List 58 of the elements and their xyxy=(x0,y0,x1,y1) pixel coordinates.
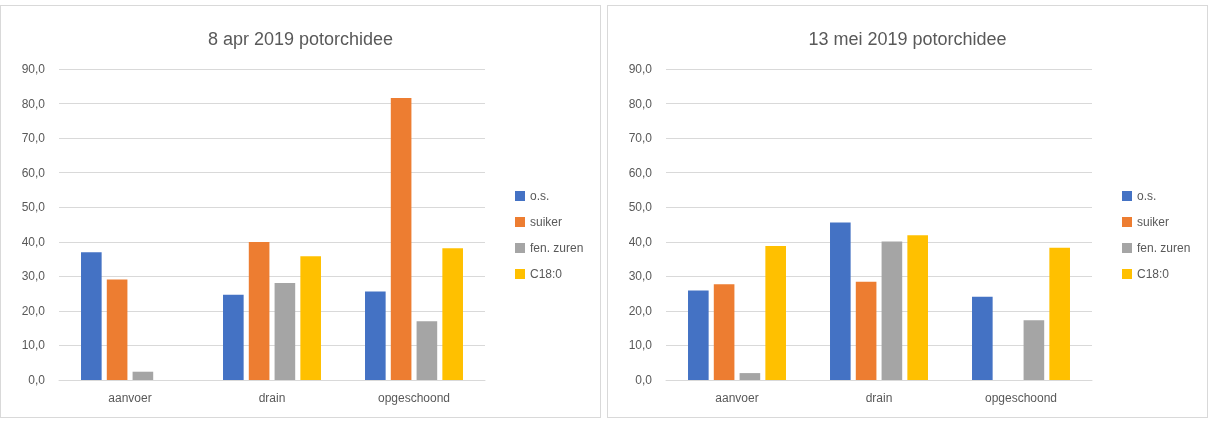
x-tick-label: drain xyxy=(865,391,893,405)
legend-label: o.s. xyxy=(1137,189,1157,203)
bar xyxy=(1023,320,1045,380)
x-tick-label: drain xyxy=(258,391,286,405)
y-tick-label: 20,0 xyxy=(21,303,46,318)
legend-label: C18:0 xyxy=(1137,267,1170,281)
bar xyxy=(739,373,761,380)
bar xyxy=(855,281,877,380)
y-tick-label: 70,0 xyxy=(628,131,653,146)
y-tick-label: 90,0 xyxy=(628,62,653,76)
y-tick-label: 80,0 xyxy=(21,96,46,111)
y-tick-label: 60,0 xyxy=(21,165,46,180)
y-tick-label: 70,0 xyxy=(21,131,46,146)
bar xyxy=(274,282,296,380)
legend-label: o.s. xyxy=(530,189,550,203)
bar xyxy=(390,98,412,380)
y-tick-label: 50,0 xyxy=(21,200,46,215)
y-tick-label: 30,0 xyxy=(628,269,653,284)
y-tick-label: 90,0 xyxy=(21,62,46,76)
chart-title: 8 apr 2019 potorchidee xyxy=(207,29,394,49)
legend-label: fen. zuren xyxy=(1137,241,1191,255)
y-tick-label: 0,0 xyxy=(635,373,653,387)
y-tick-label: 0,0 xyxy=(28,373,46,387)
y-tick-label: 60,0 xyxy=(628,165,653,180)
bar xyxy=(765,245,786,380)
y-tick-label: 80,0 xyxy=(628,96,653,111)
bar xyxy=(442,248,463,380)
y-tick-label: 40,0 xyxy=(628,234,653,249)
bar xyxy=(1049,247,1070,380)
legend-label: fen. zuren xyxy=(530,241,584,255)
legend-label: suiker xyxy=(1137,215,1170,229)
y-tick-label: 10,0 xyxy=(628,338,653,353)
y-tick-label: 20,0 xyxy=(628,303,653,318)
bar xyxy=(972,296,993,380)
bar xyxy=(907,235,928,380)
y-tick-label: 10,0 xyxy=(21,338,46,353)
legend-label: C18:0 xyxy=(530,267,563,281)
bar xyxy=(713,284,735,380)
bar xyxy=(365,291,386,380)
bar xyxy=(881,241,903,380)
bar xyxy=(248,242,270,380)
legend-label: suiker xyxy=(530,215,563,229)
bar xyxy=(830,222,851,380)
bar xyxy=(106,279,128,380)
y-tick-label: 30,0 xyxy=(21,269,46,284)
x-tick-label: aanvoer xyxy=(108,391,152,405)
bar xyxy=(81,252,102,380)
x-tick-label: opgeschoond xyxy=(377,391,451,405)
bar xyxy=(300,256,321,380)
x-tick-label: aanvoer xyxy=(715,391,759,405)
chart-title: 13 mei 2019 potorchidee xyxy=(808,29,1007,49)
y-tick-label: 40,0 xyxy=(21,234,46,249)
bar xyxy=(416,321,438,380)
bar xyxy=(223,294,244,380)
bar xyxy=(132,371,154,380)
x-tick-label: opgeschoond xyxy=(984,391,1058,405)
bar xyxy=(688,290,709,380)
y-tick-label: 50,0 xyxy=(628,200,653,215)
